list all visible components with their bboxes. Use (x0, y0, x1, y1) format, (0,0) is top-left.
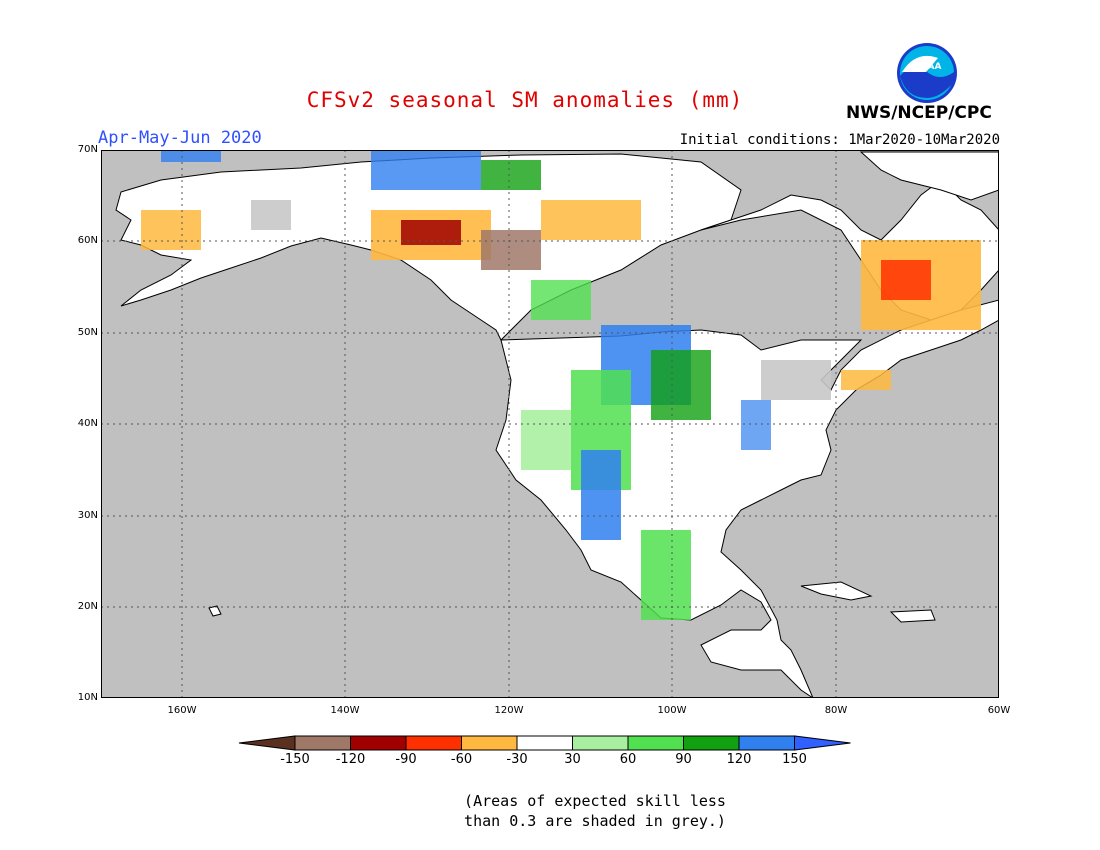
skill-note-line1: (Areas of expected skill less (464, 792, 726, 810)
colorbar-tick-label: -30 (506, 752, 528, 767)
colorbar-tick-label: 30 (564, 752, 581, 767)
lon-label-80w: 80W (824, 705, 848, 716)
noaa-logo: NOAA (897, 43, 957, 103)
colorbar-cell (294, 735, 351, 751)
lat-label-50n: 50N (77, 327, 98, 338)
lon-label-60w: 60W (987, 705, 1011, 716)
colorbar-tick-label: -60 (450, 752, 473, 767)
lat-label-40n: 40N (77, 418, 98, 429)
logo-text: NOAA (913, 62, 942, 72)
map-frame (101, 150, 999, 698)
lon-label-120w: 120W (494, 705, 524, 716)
colorbar-cell (405, 735, 462, 751)
colorbar-tick-label: -90 (395, 752, 417, 767)
lat-label-60n: 60N (77, 235, 98, 246)
colorbar-tick-label: 120 (726, 752, 752, 767)
lat-label-20n: 20N (77, 601, 98, 612)
colorbar-cell (516, 735, 573, 751)
colorbar-cell (627, 735, 684, 751)
colorbar-tick-label: -120 (335, 752, 366, 767)
colorbar-arrow-high (794, 735, 851, 751)
colorbar-cell (572, 735, 629, 751)
colorbar-tick-label: 150 (782, 752, 807, 767)
agency-label: NWS/NCEP/CPC (846, 103, 992, 123)
initial-conditions-label: Initial conditions: 1Mar2020-10Mar2020 (679, 132, 1000, 148)
lon-label-140w: 140W (330, 705, 360, 716)
graticule (101, 150, 999, 698)
skill-note-line2: than 0.3 are shaded in grey.) (464, 812, 726, 830)
colorbar-tick-label: 90 (675, 752, 692, 767)
lat-label-70n: 70N (77, 144, 98, 155)
colorbar-tick-label: -150 (280, 752, 310, 767)
colorbar-cell (461, 735, 518, 751)
lat-label-10n: 10N (77, 692, 98, 703)
lon-label-100w: 100W (657, 705, 687, 716)
colorbar (238, 735, 851, 751)
lon-label-160w: 160W (167, 705, 197, 716)
colorbar-cell (683, 735, 740, 751)
anomaly-map (101, 150, 999, 698)
colorbar-tick-label: 60 (619, 752, 637, 767)
colorbar-cell (350, 735, 407, 751)
lat-label-30n: 30N (77, 510, 98, 521)
anomaly-patches (141, 150, 981, 620)
colorbar-cell (738, 735, 795, 751)
colorbar-arrow-low (238, 735, 296, 751)
season-label: Apr-May-Jun 2020 (98, 128, 262, 148)
map-title: CFSv2 seasonal SM anomalies (mm) (306, 88, 744, 112)
